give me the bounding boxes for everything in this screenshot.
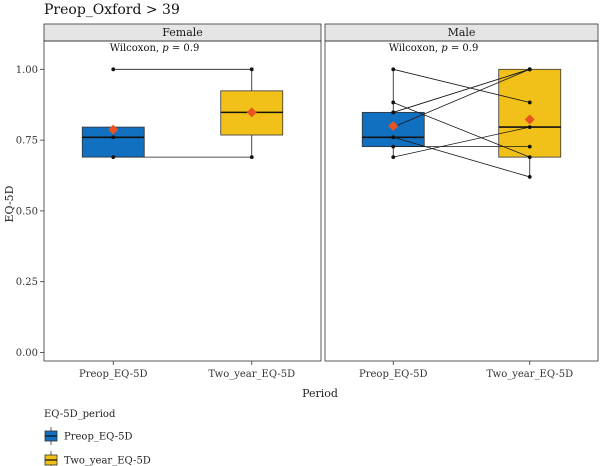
x-tick-label: Preop_EQ-5D <box>79 369 147 380</box>
facet-strip-label: Male <box>448 26 476 39</box>
data-point <box>391 110 396 115</box>
legend-key <box>44 427 58 445</box>
data-point <box>249 67 254 72</box>
legend-title: EQ-5D_period <box>44 409 116 420</box>
y-tick-label: 0.25 <box>16 277 38 288</box>
box-iqr <box>498 68 562 158</box>
wilcoxon-annotation: Wilcoxon, p = 0.9 <box>110 43 200 54</box>
data-point <box>391 155 396 160</box>
data-point <box>527 155 532 160</box>
y-tick-label: 1.00 <box>16 65 38 76</box>
y-axis-title: EQ-5D <box>3 185 16 222</box>
paired-line <box>393 68 530 113</box>
paired-line <box>393 68 530 128</box>
x-tick-label: Preop_EQ-5D <box>359 369 427 380</box>
paired-line <box>393 126 530 158</box>
mean-marker <box>388 120 399 131</box>
legend-key <box>44 451 58 466</box>
paired-line <box>393 102 530 158</box>
data-point <box>391 135 396 140</box>
legend-label: Two_year_EQ-5D <box>64 456 151 466</box>
data-point <box>527 125 532 129</box>
data-point <box>391 100 396 105</box>
data-point <box>111 135 116 140</box>
data-point <box>527 175 532 179</box>
mean-marker <box>246 107 257 118</box>
panel-border <box>324 40 599 362</box>
facet-panel-female: Female Wilcoxon, p = 0.9 Preop_EQ-5D Two_ye… <box>43 23 322 380</box>
data-point <box>249 155 254 160</box>
box-Two_year_EQ-5D <box>498 68 562 177</box>
mean-marker <box>108 124 119 135</box>
data-point <box>111 155 116 160</box>
x-axis-title: Period <box>302 387 338 400</box>
chart-title: Preop_Oxford > 39 <box>44 2 180 18</box>
x-tick-label: Two_year_EQ-5D <box>208 369 295 380</box>
y-tick-label: 0.75 <box>16 136 38 147</box>
y-tick-label: 0.00 <box>16 348 38 359</box>
data-point <box>527 144 532 149</box>
legend-label: Preop_EQ-5D <box>64 432 132 443</box>
legend: EQ-5D_period Preop_EQ-5D Two_year_EQ-5D <box>44 409 151 466</box>
mean-marker <box>524 114 535 125</box>
data-point <box>527 100 532 105</box>
facet-panel-male: Male Wilcoxon, p = 0.9 Preop_EQ-5D Two_year… <box>324 23 599 380</box>
data-point <box>391 144 396 149</box>
panel-border <box>43 40 322 362</box>
data-point <box>111 67 116 72</box>
x-tick-label: Two_year_EQ-5D <box>486 369 573 380</box>
data-point <box>391 67 396 72</box>
y-tick-label: 0.50 <box>16 206 38 217</box>
wilcoxon-annotation: Wilcoxon, p = 0.9 <box>389 43 479 54</box>
paired-line <box>393 136 530 178</box>
data-point <box>527 67 532 72</box>
paired-line <box>393 68 530 103</box>
facet-strip-label: Female <box>162 26 203 39</box>
